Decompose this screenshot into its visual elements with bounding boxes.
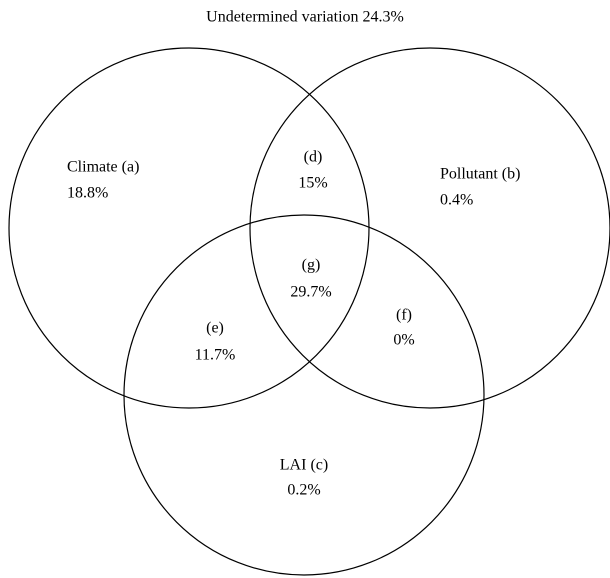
- title: Undetermined variation 24.3%: [206, 9, 404, 26]
- region-value: 29.7%: [290, 284, 331, 301]
- region-label: LAI (c): [280, 457, 328, 474]
- region-label: (f): [396, 307, 412, 324]
- region-value: 0%: [393, 332, 414, 349]
- region-value: 0.2%: [287, 482, 320, 499]
- region-value: 18.8%: [67, 185, 108, 202]
- circle-pollutant: [249, 47, 610, 409]
- circle-lai: [123, 214, 485, 576]
- region-label: Pollutant (b): [440, 166, 520, 183]
- region-label: (e): [206, 320, 224, 337]
- region-value: 11.7%: [195, 347, 236, 364]
- circle-climate: [8, 47, 370, 409]
- region-label: (g): [302, 257, 321, 274]
- region-label: (d): [304, 149, 323, 166]
- region-value: 0.4%: [440, 192, 473, 209]
- region-value: 15%: [298, 175, 327, 192]
- region-label: Climate (a): [67, 159, 139, 176]
